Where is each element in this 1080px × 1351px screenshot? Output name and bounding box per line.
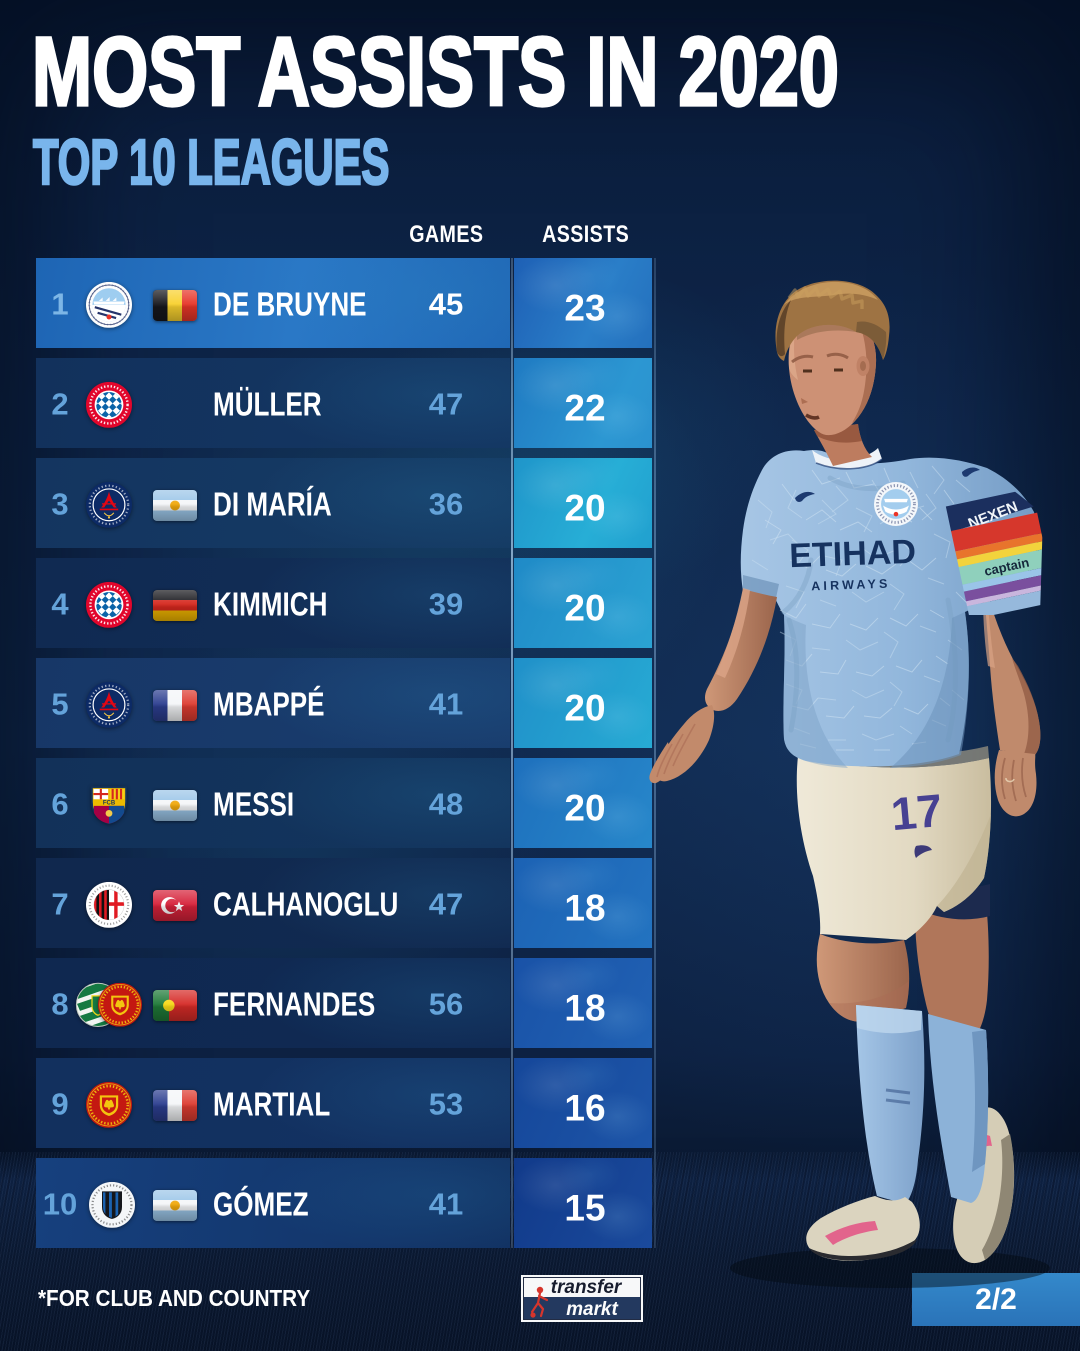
- svg-text:ETIHAD: ETIHAD: [789, 533, 917, 575]
- svg-text:AIRWAYS: AIRWAYS: [811, 577, 891, 594]
- svg-text:17: 17: [889, 784, 945, 840]
